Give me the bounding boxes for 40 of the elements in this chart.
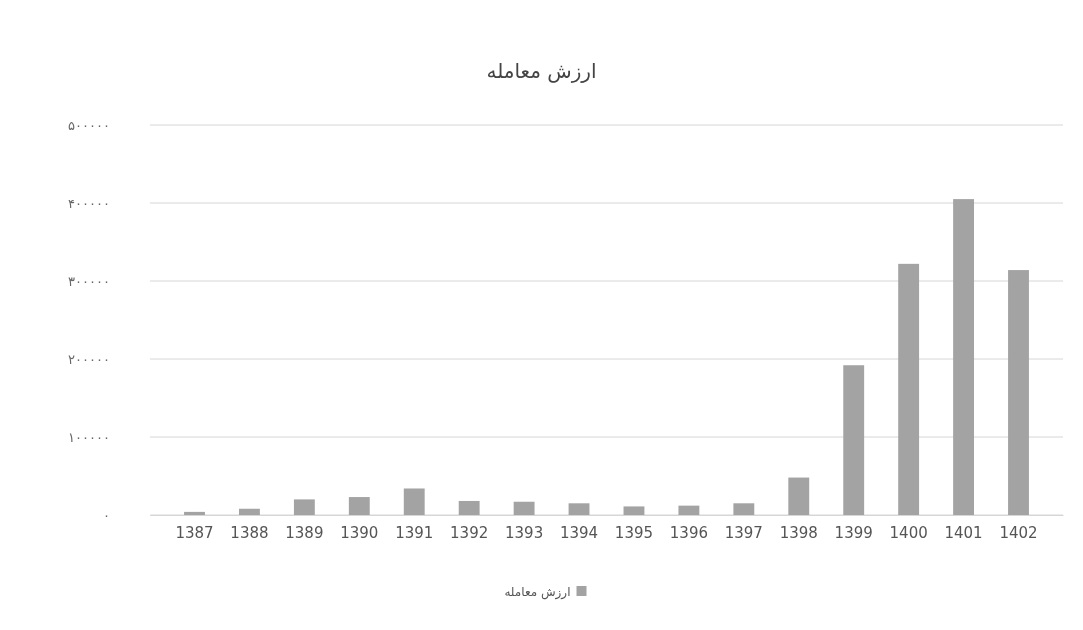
x-tick-label: 1391 xyxy=(395,523,434,542)
x-tick-label: 1401 xyxy=(944,523,983,542)
x-tick-label: 1397 xyxy=(724,523,763,542)
bar xyxy=(513,501,535,515)
bar xyxy=(403,488,425,515)
x-tick-label: 1398 xyxy=(779,523,818,542)
bar xyxy=(348,497,370,515)
legend-label: ارزش معامله xyxy=(504,585,571,600)
y-tick-label: ۳۰۰۰۰۰ xyxy=(68,273,110,289)
bar xyxy=(458,500,480,515)
x-tick-label: 1393 xyxy=(505,523,544,542)
x-tick-label: 1392 xyxy=(450,523,489,542)
bar xyxy=(1008,270,1029,515)
bar xyxy=(568,503,590,515)
x-tick-label: 1388 xyxy=(230,523,269,542)
x-tick-label: 1395 xyxy=(614,523,654,542)
y-tick-label: ۲۰۰۰۰۰ xyxy=(68,351,110,367)
x-tick-label: 1394 xyxy=(559,523,599,542)
bar xyxy=(238,508,260,515)
bar xyxy=(184,511,205,515)
x-tick-label: 1399 xyxy=(834,523,873,542)
y-tick-label: ۵۰۰۰۰۰ xyxy=(68,117,110,133)
y-tick-label: ۴۰۰۰۰۰ xyxy=(68,195,110,211)
x-tick-label: 1400 xyxy=(889,523,928,542)
bar xyxy=(898,263,920,515)
x-tick-label: 1387 xyxy=(175,523,214,542)
y-tick-label: ۱۰۰۰۰۰ xyxy=(68,429,110,445)
x-tick-label: 1390 xyxy=(340,523,379,542)
x-tick-label: 1402 xyxy=(999,523,1038,542)
bar xyxy=(623,506,645,515)
bar xyxy=(733,503,755,515)
x-tick-label: 1389 xyxy=(285,523,324,542)
y-tick-label: ۰ xyxy=(103,507,110,523)
bar xyxy=(788,477,810,515)
bar xyxy=(293,499,315,515)
bar xyxy=(843,365,865,515)
bar xyxy=(953,199,975,515)
x-tick-label: 1396 xyxy=(669,523,708,542)
bar xyxy=(678,505,700,515)
chart-title: ارزش معامله xyxy=(486,59,597,83)
